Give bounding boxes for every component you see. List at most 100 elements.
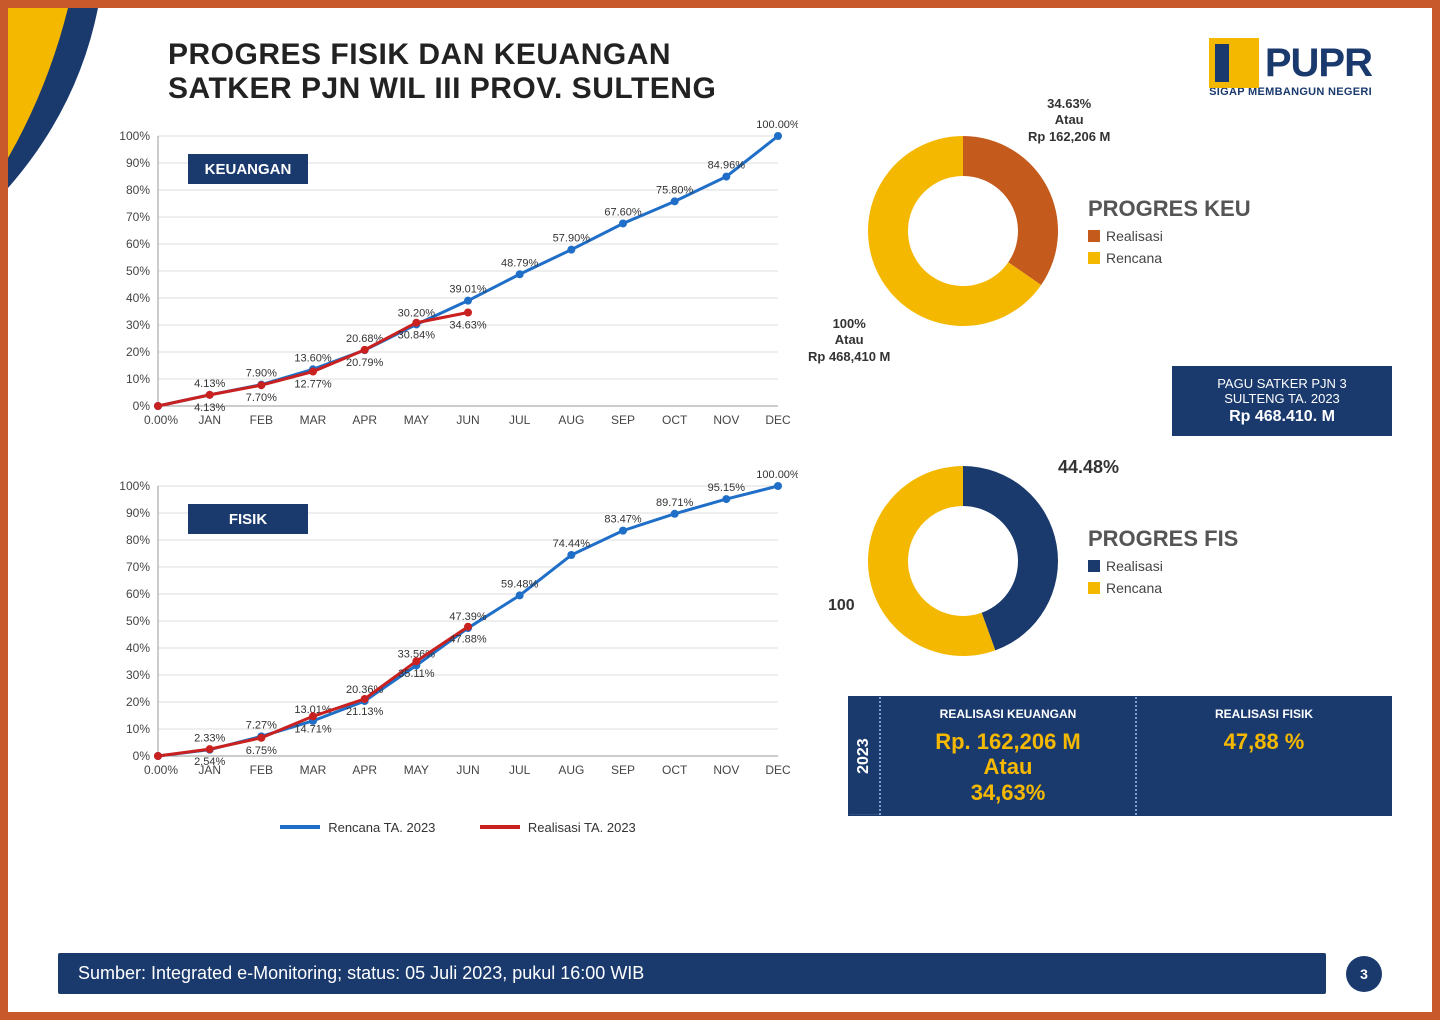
svg-text:MAR: MAR xyxy=(300,763,327,777)
svg-text:40%: 40% xyxy=(126,291,150,305)
donut-fis-legend-rencana: Rencana xyxy=(1088,580,1238,596)
svg-text:JUL: JUL xyxy=(509,413,531,427)
svg-text:JUN: JUN xyxy=(456,763,479,777)
chart-keuangan-svg: 0%10%20%30%40%50%60%70%80%90%100%JANFEBM… xyxy=(98,116,798,446)
svg-text:47.88%: 47.88% xyxy=(449,634,487,646)
svg-text:FEB: FEB xyxy=(250,763,273,777)
summary-box: 2023 REALISASI KEUANGAN Rp. 162,206 MAta… xyxy=(848,696,1392,816)
svg-text:MAY: MAY xyxy=(404,413,429,427)
logo-icon xyxy=(1209,38,1259,88)
svg-text:DEC: DEC xyxy=(765,413,791,427)
svg-text:20.79%: 20.79% xyxy=(346,357,384,369)
square-icon xyxy=(1088,560,1100,572)
svg-text:OCT: OCT xyxy=(662,413,688,427)
svg-text:84.96%: 84.96% xyxy=(708,160,746,172)
svg-text:MAR: MAR xyxy=(300,413,327,427)
svg-text:FISIK: FISIK xyxy=(229,511,268,528)
svg-text:AUG: AUG xyxy=(558,413,584,427)
svg-text:SEP: SEP xyxy=(611,763,635,777)
svg-text:0.00%: 0.00% xyxy=(144,413,178,427)
donut-fis-rencana-callout: 100 xyxy=(828,596,855,616)
svg-text:40%: 40% xyxy=(126,641,150,655)
legend-rencana-label: Rencana TA. 2023 xyxy=(328,820,435,835)
svg-text:APR: APR xyxy=(352,413,377,427)
footer-source: Sumber: Integrated e-Monitoring; status:… xyxy=(58,953,1326,994)
svg-text:JAN: JAN xyxy=(198,413,221,427)
logo: PUPR SIGAP MEMBANGUN NEGERI xyxy=(1209,38,1372,98)
svg-text:FEB: FEB xyxy=(250,413,273,427)
svg-text:0%: 0% xyxy=(133,749,151,763)
svg-text:80%: 80% xyxy=(126,183,150,197)
svg-text:30.84%: 30.84% xyxy=(398,330,436,342)
chart-keuangan: 0%10%20%30%40%50%60%70%80%90%100%JANFEBM… xyxy=(98,116,818,446)
summary-keu-label: REALISASI KEUANGAN xyxy=(895,707,1121,721)
svg-text:2.33%: 2.33% xyxy=(194,733,225,745)
svg-text:100.00%: 100.00% xyxy=(756,119,798,131)
logo-text: PUPR xyxy=(1265,41,1372,86)
donut-keu-realisasi-callout: 34.63%AtauRp 162,206 M xyxy=(1028,96,1110,145)
svg-text:59.48%: 59.48% xyxy=(501,578,539,590)
legend-realisasi-label: Realisasi TA. 2023 xyxy=(528,820,636,835)
svg-text:50%: 50% xyxy=(126,614,150,628)
page-title: PROGRES FISIK DAN KEUANGAN SATKER PJN WI… xyxy=(168,38,716,106)
svg-text:100%: 100% xyxy=(119,479,150,493)
svg-text:30%: 30% xyxy=(126,318,150,332)
svg-text:7.70%: 7.70% xyxy=(246,392,277,404)
donut-fis-block: 44.48% PROGRES FIS Realisasi Rencana 100 xyxy=(848,446,1392,676)
donut-keu-rencana-callout: 100%AtauRp 468,410 M xyxy=(808,316,890,365)
svg-text:30.20%: 30.20% xyxy=(398,307,436,319)
svg-text:30%: 30% xyxy=(126,668,150,682)
page-number: 3 xyxy=(1346,956,1382,992)
legend-realisasi: Realisasi TA. 2023 xyxy=(480,820,636,835)
svg-text:39.01%: 39.01% xyxy=(449,284,487,296)
svg-text:6.75%: 6.75% xyxy=(246,745,277,757)
square-icon xyxy=(1088,230,1100,242)
svg-text:70%: 70% xyxy=(126,560,150,574)
svg-text:DEC: DEC xyxy=(765,763,791,777)
corner-accent xyxy=(8,8,128,208)
svg-text:NOV: NOV xyxy=(713,763,739,777)
donut-keu-legend-rencana: Rencana xyxy=(1088,250,1251,266)
pagu-value: Rp 468.410. M xyxy=(1186,408,1378,426)
svg-text:75.80%: 75.80% xyxy=(656,184,694,196)
svg-text:AUG: AUG xyxy=(558,763,584,777)
svg-text:0.00%: 0.00% xyxy=(144,763,178,777)
summary-keu-value: Rp. 162,206 MAtau34,63% xyxy=(895,729,1121,805)
svg-text:90%: 90% xyxy=(126,506,150,520)
svg-text:20%: 20% xyxy=(126,695,150,709)
donut-fis-legend-realisasi: Realisasi xyxy=(1088,558,1238,574)
svg-text:MAY: MAY xyxy=(404,763,429,777)
svg-text:2.54%: 2.54% xyxy=(194,756,225,768)
svg-text:NOV: NOV xyxy=(713,413,739,427)
svg-text:7.27%: 7.27% xyxy=(246,719,277,731)
donut-fis-realisasi-callout: 44.48% xyxy=(1058,456,1119,479)
svg-text:10%: 10% xyxy=(126,722,150,736)
legend-swatch-rencana xyxy=(280,825,320,829)
line-chart-legend: Rencana TA. 2023 Realisasi TA. 2023 xyxy=(98,816,818,835)
svg-text:12.77%: 12.77% xyxy=(294,379,332,391)
donut-keu-svg xyxy=(848,116,1078,346)
legend-swatch-realisasi xyxy=(480,825,520,829)
svg-text:60%: 60% xyxy=(126,587,150,601)
svg-text:10%: 10% xyxy=(126,372,150,386)
svg-text:13.60%: 13.60% xyxy=(294,352,332,364)
summary-fis-label: REALISASI FISIK xyxy=(1151,707,1377,721)
chart-fisik: 0%10%20%30%40%50%60%70%80%90%100%JANFEBM… xyxy=(98,466,818,796)
svg-text:95.15%: 95.15% xyxy=(708,482,746,494)
svg-text:83.47%: 83.47% xyxy=(604,514,642,526)
svg-text:89.71%: 89.71% xyxy=(656,497,694,509)
svg-text:80%: 80% xyxy=(126,533,150,547)
svg-text:67.60%: 67.60% xyxy=(604,206,642,218)
svg-text:100.00%: 100.00% xyxy=(756,469,798,481)
square-icon xyxy=(1088,252,1100,264)
svg-text:48.79%: 48.79% xyxy=(501,257,539,269)
summary-fis-cell: REALISASI FISIK 47,88 % xyxy=(1135,697,1391,815)
summary-keu-cell: REALISASI KEUANGAN Rp. 162,206 MAtau34,6… xyxy=(879,697,1135,815)
svg-text:57.90%: 57.90% xyxy=(553,233,591,245)
svg-text:90%: 90% xyxy=(126,156,150,170)
svg-text:70%: 70% xyxy=(126,210,150,224)
legend-rencana: Rencana TA. 2023 xyxy=(280,820,435,835)
svg-text:34.63%: 34.63% xyxy=(449,319,487,331)
summary-fis-value: 47,88 % xyxy=(1151,729,1377,754)
donut-keu-block: 34.63%AtauRp 162,206 M PROGRES KEU Reali… xyxy=(848,116,1392,346)
